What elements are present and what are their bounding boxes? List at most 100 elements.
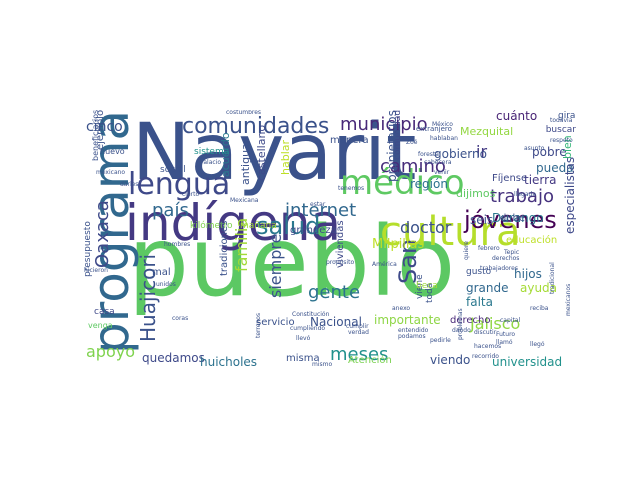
word-cloud-word: importante (374, 313, 441, 327)
word-cloud-word: febrero (478, 245, 500, 252)
word-cloud-word: México (432, 121, 453, 128)
word-cloud-word: quedamos (142, 351, 205, 365)
word-cloud-word: país (152, 200, 189, 221)
word-cloud-word: cuánto (496, 110, 538, 123)
word-cloud-word: podamos (398, 333, 426, 340)
word-cloud-word: trabajo (490, 186, 554, 207)
word-cloud-word: hacemos (474, 343, 502, 350)
word-cloud-word: forestal (418, 151, 441, 158)
word-cloud-word: propósito (326, 259, 355, 266)
word-cloud-word: propietarios (385, 110, 399, 182)
word-cloud-word: Tepic (504, 249, 520, 256)
word-cloud-word: dárles (120, 181, 139, 188)
word-cloud-word: hablar (279, 139, 292, 175)
word-cloud-word: todavía (550, 117, 573, 124)
word-cloud-word: Palacio (200, 159, 222, 166)
word-cloud-word: castellano (255, 124, 268, 181)
word-cloud-word: kilómetro (190, 221, 233, 231)
word-cloud-word: municipio (340, 114, 428, 135)
word-cloud-word: tradicional (549, 262, 556, 294)
word-cloud: pueblo Nayarit indígena programa cultura leng… (80, 110, 576, 368)
word-cloud-word: problemas (457, 308, 464, 340)
word-cloud-word: llevó (296, 335, 311, 342)
word-cloud-word: Futuro (496, 331, 516, 338)
word-cloud-word: gobierno (434, 147, 487, 161)
word-cloud-word: seis (470, 213, 494, 227)
word-cloud-word: mexicano (96, 169, 126, 176)
word-cloud-word: sistema (194, 147, 230, 157)
word-cloud-word: pedirle (430, 337, 451, 344)
word-cloud-word: Fíjense (492, 173, 528, 184)
word-cloud-word: derechos (492, 255, 520, 262)
word-cloud-word: pueblo (128, 206, 456, 318)
word-cloud-word: venga (88, 321, 113, 330)
word-cloud-word: pobre (532, 145, 567, 159)
word-cloud-word: especialistas (563, 156, 576, 234)
word-cloud-word: Mezquital (460, 125, 514, 138)
word-cloud-word: gira (558, 111, 576, 121)
word-cloud-word: viendo (430, 353, 471, 367)
word-cloud-word: respeto (550, 137, 573, 144)
word-cloud-word: mal (152, 267, 171, 278)
word-cloud-word: hijos (514, 267, 542, 281)
word-cloud-word: educación (506, 235, 558, 246)
word-cloud-word: recorrido (472, 353, 499, 360)
word-cloud-word: falta (466, 295, 493, 309)
word-cloud-word: debe (500, 213, 525, 224)
word-cloud-word: hombres (164, 241, 191, 248)
word-cloud-word: camino (380, 156, 446, 177)
word-cloud-word: tierra (524, 173, 557, 187)
word-cloud-word: Atención (348, 355, 392, 366)
word-cloud-word: mismo (312, 361, 333, 368)
word-cloud-word: Nayarit (132, 110, 417, 198)
word-cloud-word: llegó (530, 341, 545, 348)
word-cloud-word: social (160, 165, 186, 175)
word-cloud-word: llegada (514, 191, 536, 198)
word-cloud-word: cabecera (424, 159, 452, 166)
word-cloud-word: reciba (530, 305, 549, 312)
word-cloud-word: Durango (492, 211, 544, 225)
word-cloud-word: ejemplo (95, 110, 106, 151)
word-cloud-word: manera (330, 135, 369, 146)
word-cloud-word: mañana (240, 221, 277, 231)
word-cloud-word: Oaxaca (92, 200, 113, 268)
word-cloud-word: pueda (536, 161, 574, 175)
word-cloud-word: comunidades (182, 114, 330, 139)
word-cloud-word: costumbres (226, 110, 262, 116)
word-cloud-word: coras (172, 315, 189, 322)
word-cloud-word: misma (286, 353, 320, 364)
word-cloud-word: ir (476, 142, 488, 161)
word-cloud-word: hablaban (430, 135, 458, 142)
word-cloud-word: quiere (463, 241, 470, 260)
word-cloud-word: doctor (400, 218, 452, 237)
word-cloud-word: gente (308, 282, 361, 303)
word-cloud-word: ayuda (520, 281, 558, 295)
word-cloud-word: hicieron (84, 267, 108, 274)
word-cloud-word: anexo (392, 305, 411, 312)
word-cloud-word: cultura (380, 209, 521, 255)
word-cloud-word: buscar (545, 125, 576, 135)
word-cloud-word: venir (434, 169, 450, 176)
word-cloud-word: Nacional (310, 315, 362, 329)
word-cloud-word: casa (94, 307, 115, 317)
word-cloud-word: mexicanos (565, 283, 572, 316)
word-cloud-word: indígena (125, 194, 342, 252)
word-cloud-word: verdad (348, 329, 369, 336)
word-cloud-word: América (372, 261, 397, 268)
word-cloud-word: cumplir (346, 323, 369, 330)
word-cloud-word: llamó (496, 339, 513, 346)
word-cloud-word: grandeza (290, 225, 337, 236)
word-cloud-word: entendido (398, 327, 429, 334)
word-cloud-word: unidos (156, 281, 176, 288)
word-cloud-word: meses (330, 344, 389, 365)
word-cloud-word: capital (500, 317, 521, 324)
word-cloud-word: internet (285, 200, 357, 221)
word-cloud-word: cinco (86, 119, 123, 135)
word-cloud-word: salud (256, 212, 321, 240)
word-cloud-word: grande (466, 281, 509, 295)
word-cloud-word: Constitución (292, 311, 330, 318)
word-cloud-word: nuevo (100, 147, 125, 156)
word-cloud-word: tenemos (338, 185, 365, 192)
word-cloud-word: región (410, 177, 448, 191)
word-cloud-word: asunto (524, 145, 545, 152)
